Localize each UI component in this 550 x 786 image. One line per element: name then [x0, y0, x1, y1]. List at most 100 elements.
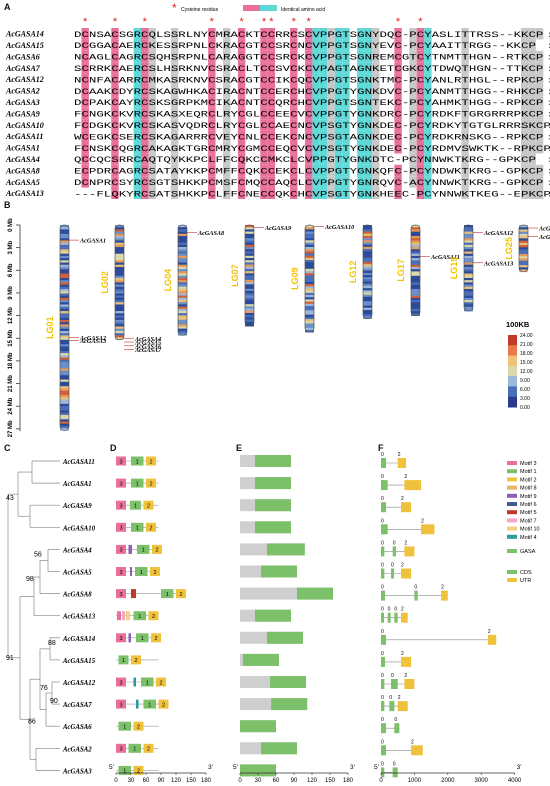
density-band	[305, 242, 314, 245]
density-band	[115, 253, 124, 257]
density-band	[363, 231, 372, 235]
density-band	[464, 297, 473, 301]
gene-name-AcGASA3: AcGASA3	[5, 98, 40, 107]
density-band	[178, 324, 187, 327]
density-band	[178, 284, 187, 288]
gene-name-AcGASA12: AcGASA12	[5, 75, 44, 84]
density-band	[60, 280, 69, 283]
legend-star: *	[172, 1, 177, 15]
mb-tick-label: 3 Mb	[8, 240, 14, 254]
density-band	[411, 311, 420, 314]
cds-block	[389, 701, 395, 712]
density-band	[245, 301, 254, 305]
residue-highlight	[535, 73, 544, 85]
density-band	[60, 335, 69, 338]
utr-block	[401, 568, 412, 579]
legend-swatch-cyan	[260, 5, 277, 11]
phase-label: 2	[398, 452, 401, 458]
density-band	[464, 304, 473, 307]
bootstrap-value: 98	[26, 576, 34, 583]
density-band	[115, 291, 124, 294]
residue-highlight	[237, 28, 246, 40]
residue-highlight	[260, 85, 268, 97]
axis-f-tick-label: 0	[379, 778, 383, 784]
motif-number: 2	[149, 526, 152, 532]
residue-highlight	[133, 85, 142, 97]
aligned-sequence: DCNPRCSYRCSGTSHKKPCMSFCMQCCAQCLCVPPGTYGN…	[74, 179, 544, 188]
density-band	[305, 268, 314, 272]
density-band	[464, 247, 473, 250]
density-band	[363, 301, 372, 304]
motif-box-2	[152, 544, 162, 554]
density-band	[305, 270, 314, 274]
cds-block	[381, 634, 387, 645]
phase-label: 0	[394, 717, 397, 723]
motif-box-2	[146, 478, 156, 488]
residue-highlight	[535, 107, 544, 120]
density-band	[411, 295, 420, 299]
motif-number: 3	[119, 526, 122, 532]
density-band	[178, 286, 187, 290]
density-band	[411, 255, 420, 259]
density-band	[60, 395, 69, 398]
density-band	[60, 355, 69, 358]
residue-highlight	[357, 73, 365, 85]
density-band	[519, 229, 528, 232]
residue-highlight	[342, 28, 350, 40]
residue-highlight	[267, 153, 276, 165]
gene-locus-label: AcGASA1	[79, 238, 106, 245]
density-band	[305, 288, 314, 291]
residue-highlight	[208, 153, 216, 165]
cysteine-star: *	[113, 16, 118, 28]
density-band	[305, 292, 314, 296]
density-band	[363, 268, 372, 272]
residue-highlight	[290, 85, 298, 97]
density-band	[60, 388, 69, 391]
residue-highlight	[170, 62, 179, 74]
residue-highlight	[148, 50, 156, 63]
density-band	[464, 236, 473, 239]
density-band	[60, 346, 69, 349]
chromosome-LG25	[518, 224, 529, 273]
tree-leaf-label: AcGASA11	[62, 459, 95, 466]
residue-highlight	[327, 96, 335, 108]
residue-highlight	[304, 119, 313, 131]
gasa-domain	[267, 631, 303, 644]
density-band	[178, 262, 187, 265]
density-band	[115, 264, 124, 268]
heat-legend-swatch	[508, 355, 517, 367]
density-band	[305, 238, 314, 241]
density-band	[60, 275, 69, 279]
residue-highlight	[223, 107, 231, 120]
tree-leaf-label: AcGASA10	[62, 525, 96, 532]
density-band	[464, 240, 473, 243]
axis-e-end: 3'	[350, 764, 355, 771]
motif-box-2	[143, 500, 154, 510]
density-band	[245, 264, 254, 268]
residue-highlight	[133, 119, 142, 131]
axis-e-tick-label: 120	[307, 778, 318, 784]
density-band	[178, 304, 187, 307]
mb-tick-label: 21 Mb	[8, 375, 14, 392]
density-band	[411, 300, 420, 303]
motif-number: 3	[119, 481, 122, 487]
density-band	[363, 257, 372, 261]
residue-highlight	[223, 130, 231, 142]
motif-box-9	[128, 633, 131, 643]
density-band	[363, 316, 372, 319]
density-band	[178, 229, 187, 232]
utr-block	[421, 524, 435, 535]
density-band	[60, 370, 69, 374]
density-band	[60, 291, 69, 294]
cds-block	[381, 679, 385, 689]
tree-leaf-label: AcGASA15	[62, 658, 96, 665]
residue-highlight	[357, 176, 365, 188]
density-band	[464, 231, 473, 235]
density-band	[245, 233, 254, 237]
density-band	[60, 282, 69, 285]
density-band	[363, 279, 372, 282]
density-band	[363, 277, 372, 280]
gene-locus-label: AcGASA6	[134, 343, 162, 350]
density-band	[178, 328, 187, 332]
residue-highlight	[111, 153, 119, 165]
